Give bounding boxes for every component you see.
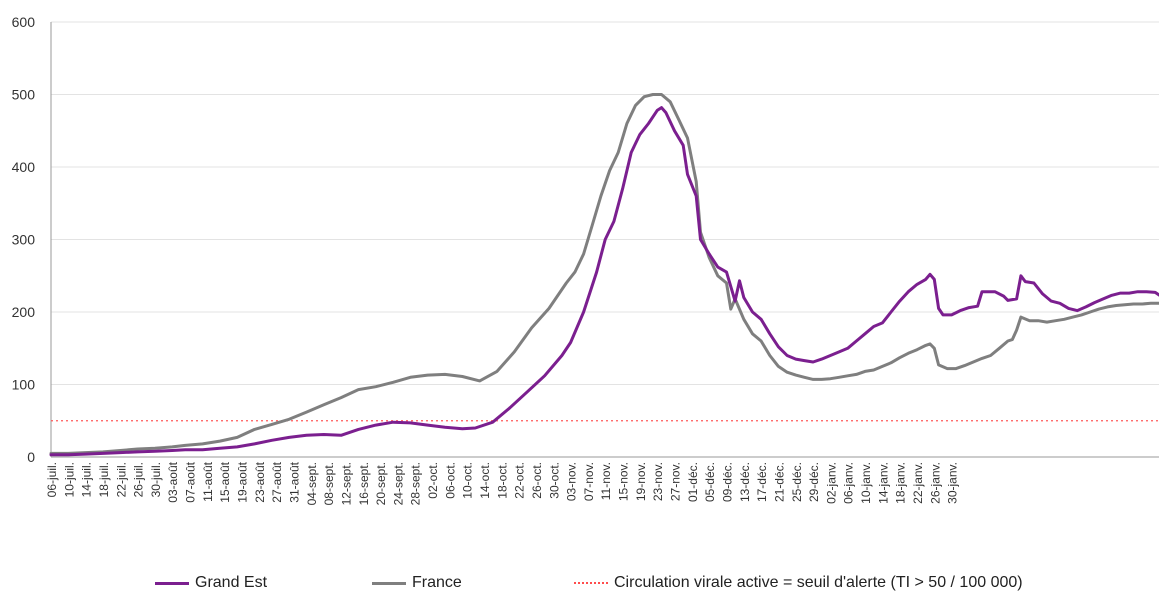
x-tick-label: 06-juil.: [45, 462, 59, 497]
x-tick-label: 05-déc.: [703, 462, 717, 502]
x-tick-label: 27-août: [270, 461, 284, 502]
line-chart: 0 100 200 300 400 500 600 06-juil. 10-juil. 14-ju…: [12, 14, 1159, 505]
legend-label-france: France: [412, 574, 462, 591]
x-tick-label: 10-juil.: [62, 462, 76, 497]
x-tick-label: 03-août: [166, 461, 180, 502]
x-tick-label: 13-déc.: [738, 462, 752, 502]
x-tick-label: 07-nov.: [582, 462, 596, 501]
legend: Grand Est France Circulation virale acti…: [0, 574, 1159, 592]
x-tick-label: 03-nov.: [565, 462, 579, 501]
series-line-france: [49, 93, 1159, 455]
y-tick-label: 600: [12, 14, 36, 30]
x-tick-label: 14-janv.: [876, 462, 890, 504]
x-tick-label: 18-juil.: [97, 462, 111, 497]
x-tick-label: 24-sept.: [391, 462, 405, 505]
x-tick-label: 19-nov.: [634, 462, 648, 501]
x-tick-label: 06-oct.: [443, 462, 457, 499]
x-tick-label: 11-nov.: [599, 462, 613, 500]
y-tick-label: 400: [12, 159, 36, 175]
legend-item-grand-est: Grand Est: [155, 574, 267, 592]
x-tick-label: 15-août: [218, 461, 232, 502]
x-tick-label: 26-juil.: [132, 462, 146, 497]
x-tick-label: 28-sept.: [409, 462, 423, 505]
x-tick-label: 18-janv.: [894, 462, 908, 504]
x-tick-label: 09-déc.: [720, 462, 734, 502]
y-tick-label: 500: [12, 87, 36, 103]
x-tick-label: 02-janv.: [824, 462, 838, 504]
legend-swatch-grand-est: [155, 581, 189, 585]
x-tick-label: 20-sept.: [374, 462, 388, 505]
x-tick-label: 30-juil.: [149, 462, 163, 497]
x-tick-label: 17-déc.: [755, 462, 769, 502]
x-tick-label: 22-juil.: [114, 462, 128, 497]
x-tick-label: 18-oct.: [495, 462, 509, 499]
x-tick-label: 07-août: [184, 461, 198, 502]
x-tick-label: 30-janv.: [946, 462, 960, 504]
x-tick-label: 22-oct.: [513, 462, 527, 499]
x-tick-label: 26-janv.: [928, 462, 942, 504]
x-tick-label: 11-août: [201, 461, 215, 501]
x-tick-label: 30-oct.: [547, 462, 561, 499]
legend-label-threshold: Circulation virale active = seuil d'aler…: [614, 574, 1023, 591]
x-tick-label: 23-août: [253, 461, 267, 502]
x-tick-label: 26-oct.: [530, 462, 544, 499]
x-tick-label: 31-août: [287, 461, 301, 502]
legend-swatch-threshold: [574, 582, 608, 584]
x-tick-label: 25-déc.: [790, 462, 804, 502]
x-tick-label: 21-déc.: [772, 462, 786, 502]
x-tick-label: 19-août: [236, 461, 250, 502]
y-tick-label: 300: [12, 232, 36, 248]
x-tick-label: 27-nov.: [669, 462, 683, 501]
series-line-grand-est: [49, 106, 1159, 457]
legend-label-grand-est: Grand Est: [195, 574, 268, 591]
x-tick-label: 15-nov.: [617, 462, 631, 501]
legend-swatch-france: [372, 581, 406, 585]
y-tick-label: 100: [12, 377, 36, 393]
x-tick-label: 02-oct.: [426, 462, 440, 499]
x-tick-label: 23-nov.: [651, 462, 665, 501]
y-tick-label: 200: [12, 304, 36, 320]
x-tick-label: 29-déc.: [807, 462, 821, 502]
x-tick-label: 14-juil.: [80, 462, 94, 497]
x-tick-label: 10-oct.: [461, 462, 475, 499]
legend-item-threshold: Circulation virale active = seuil d'aler…: [574, 574, 1023, 592]
x-tick-label: 14-oct.: [478, 462, 492, 499]
legend-item-france: France: [372, 574, 462, 592]
y-tick-label: 0: [27, 449, 35, 465]
x-tick-label: 16-sept.: [357, 462, 371, 505]
x-tick-label: 01-déc.: [686, 462, 700, 502]
x-tick-label: 04-sept.: [305, 462, 319, 505]
x-tick-label: 10-janv.: [859, 462, 873, 504]
x-tick-label: 12-sept.: [339, 462, 353, 505]
x-tick-label: 06-janv.: [842, 462, 856, 504]
x-tick-label: 22-janv.: [911, 462, 925, 504]
x-tick-label: 08-sept.: [322, 462, 336, 505]
